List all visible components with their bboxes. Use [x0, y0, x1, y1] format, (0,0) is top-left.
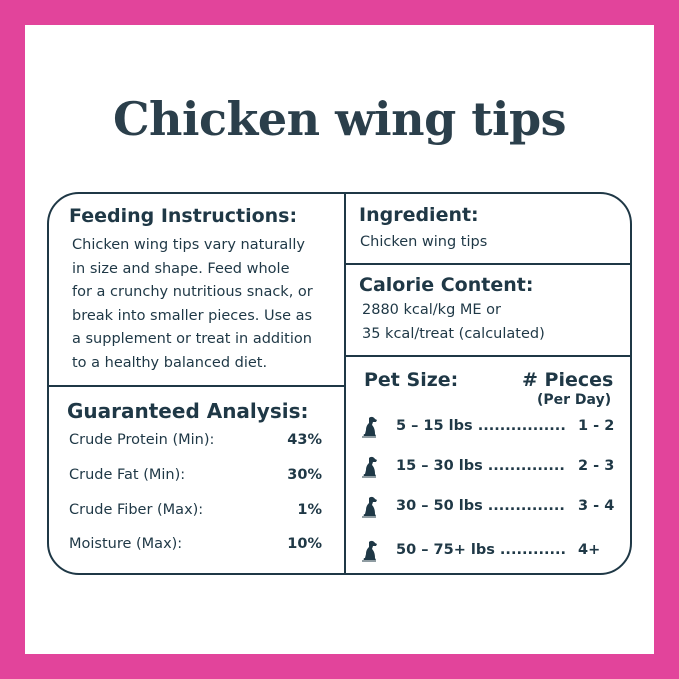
pet-size-label: 50 – 75+ lbs ............	[396, 542, 567, 558]
pieces-subheading: (Per Day)	[537, 392, 612, 408]
info-panel	[47, 192, 632, 575]
analysis-label: Crude Fat (Min):	[69, 467, 186, 483]
calorie-text: 2880 kcal/kg ME or 35 kcal/treat (calcula…	[362, 302, 545, 342]
pet-size-label: 5 – 15 lbs ................	[396, 418, 566, 434]
sitting-dog-icon	[362, 416, 377, 438]
pieces-count: 4+	[578, 542, 601, 558]
feeding-heading: Feeding Instructions:	[69, 205, 298, 227]
calorie-heading: Calorie Content:	[359, 274, 534, 296]
sitting-dog-icon	[362, 540, 377, 562]
feeding-text: Chicken wing tips vary naturally in size …	[72, 237, 313, 371]
analysis-value: 43%	[287, 432, 322, 448]
pet-size-row: 50 – 75+ lbs ............ 4+	[360, 540, 620, 562]
analysis-heading: Guaranteed Analysis:	[67, 399, 309, 423]
analysis-label: Moisture (Max):	[69, 536, 183, 552]
divider	[344, 263, 632, 265]
analysis-label: Crude Fiber (Max):	[69, 502, 204, 518]
divider	[47, 385, 345, 387]
analysis-value: 30%	[287, 467, 322, 483]
pet-size-label: 30 – 50 lbs ..............	[396, 498, 565, 514]
page-title: Chicken wing tips	[112, 92, 567, 146]
pieces-count: 3 - 4	[578, 498, 615, 514]
divider	[344, 192, 346, 575]
pet-size-row: 30 – 50 lbs .............. 3 - 4	[360, 496, 620, 518]
analysis-value: 10%	[287, 536, 322, 552]
analysis-label: Crude Protein (Min):	[69, 432, 215, 448]
divider	[344, 355, 632, 357]
analysis-value: 1%	[297, 502, 322, 518]
ingredient-text: Chicken wing tips	[360, 234, 488, 250]
sitting-dog-icon	[362, 456, 377, 478]
pieces-count: 2 - 3	[578, 458, 615, 474]
pet-size-heading: Pet Size:	[364, 369, 459, 391]
pet-size-row: 5 – 15 lbs ................ 1 - 2	[360, 416, 620, 438]
pet-size-row: 15 – 30 lbs .............. 2 - 3	[360, 456, 620, 478]
ingredient-heading: Ingredient:	[359, 204, 479, 226]
pieces-count: 1 - 2	[578, 418, 615, 434]
pieces-heading: # Pieces	[522, 369, 614, 391]
card-background	[25, 25, 654, 654]
pet-size-label: 15 – 30 lbs ..............	[396, 458, 565, 474]
sitting-dog-icon	[362, 496, 377, 518]
